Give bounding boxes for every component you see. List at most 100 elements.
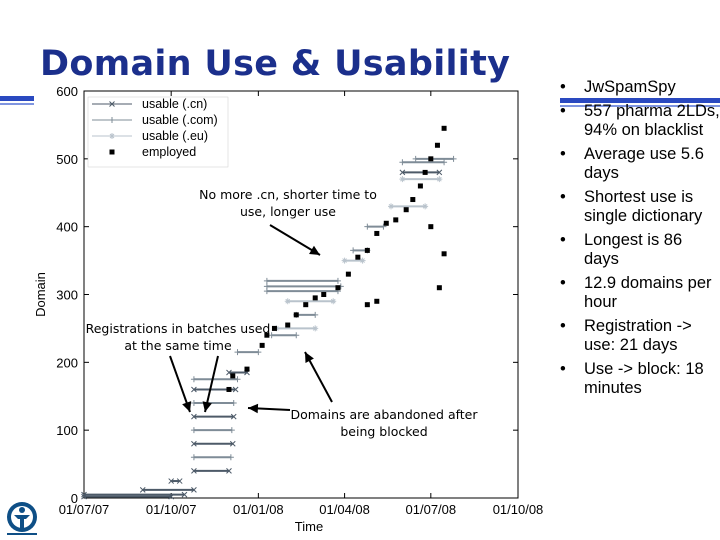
legend-marker — [109, 149, 115, 155]
series-marker — [441, 159, 448, 166]
series-marker — [380, 223, 387, 230]
annotation-arrowhead — [309, 245, 320, 255]
employed-point — [441, 125, 447, 131]
bullet-text: 12.9 domains per hour — [584, 273, 712, 312]
employed-point — [335, 285, 341, 291]
employed-point — [428, 156, 434, 162]
legend-marker — [109, 117, 115, 123]
y-tick-label: 200 — [56, 355, 78, 370]
bullet-item: • Shortest use is single dictionary — [556, 188, 720, 227]
title-rule-left — [0, 96, 34, 101]
bullet-item: • Longest is 86 days — [556, 231, 720, 270]
legend-box — [87, 96, 229, 168]
employed-point — [364, 302, 370, 308]
series-marker — [388, 203, 395, 210]
series-marker — [168, 478, 175, 484]
x-tick-label: 01/10/08 — [493, 502, 544, 517]
employed-point — [436, 285, 442, 291]
employed-point — [434, 142, 440, 148]
employed-point — [403, 207, 409, 213]
slide-title: Domain Use & Usability — [40, 44, 511, 84]
employed-point — [271, 325, 277, 331]
title-rule-right — [560, 98, 720, 103]
bullet-dot: • — [560, 359, 566, 378]
x-tick-label: 01/10/07 — [146, 502, 197, 517]
series-marker — [190, 376, 197, 383]
series-marker — [234, 349, 241, 356]
series-marker — [230, 400, 237, 407]
series-marker — [450, 155, 457, 162]
series-marker — [230, 413, 237, 420]
y-tick-label: 600 — [56, 84, 78, 99]
bullet-item: • 12.9 domains per hour — [556, 274, 720, 313]
x-tick-label: 01/07/08 — [406, 502, 457, 517]
y-tick-label: 100 — [56, 423, 78, 438]
employed-point — [417, 183, 423, 189]
series-marker — [399, 176, 406, 183]
series-marker — [229, 440, 236, 447]
bullet-item: • JwSpamSpy — [556, 78, 720, 98]
employed-point — [244, 366, 250, 372]
annotation-arrowhead — [248, 403, 259, 414]
series-marker — [191, 413, 197, 420]
domain-usage-chart: 0 100 200 300 400 500 600 01/07/07 01/10/07 01/01… — [33, 84, 544, 534]
series-marker — [190, 427, 197, 434]
x-tick-label: 01/07/07 — [59, 502, 110, 517]
series-marker — [359, 257, 366, 264]
bullet-text: Registration -> use: 21 days — [584, 316, 692, 355]
series-marker — [227, 454, 234, 461]
x-tick-label: 01/04/08 — [319, 502, 370, 517]
employed-point — [393, 217, 399, 223]
series-marker — [191, 440, 197, 447]
employed-point — [410, 197, 416, 203]
series-marker — [422, 203, 429, 210]
x-axis-label: Time — [295, 519, 323, 534]
legend-label: usable (.cn) — [142, 97, 207, 111]
university-logo-icon — [7, 502, 37, 535]
series-marker — [190, 400, 197, 407]
series-marker — [139, 487, 146, 493]
legend-label: employed — [142, 145, 196, 159]
legend-marker — [109, 133, 115, 139]
bullet-text: 557 pharma 2LDs, 94% on blacklist — [584, 101, 720, 140]
employed-point — [285, 322, 291, 328]
series-marker — [263, 283, 270, 290]
y-axis-label: Domain — [33, 272, 48, 317]
bullet-dot: • — [560, 101, 566, 120]
employed-point — [259, 342, 265, 348]
series-marker — [255, 349, 262, 356]
annotation-arrowhead — [305, 352, 314, 363]
series-marker — [334, 277, 341, 284]
annotation-cn: No more .cn, shorter time to use, longer… — [199, 187, 377, 219]
employed-point — [374, 230, 380, 236]
employed-point — [264, 332, 270, 338]
x-tick-label: 01/01/08 — [233, 502, 284, 517]
title-rule-right-thin — [560, 105, 720, 107]
annotation-abandoned: Domains are abandoned after being blocke… — [290, 407, 478, 439]
series-marker — [232, 386, 239, 393]
series-marker — [190, 454, 197, 461]
bullet-dot: • — [560, 187, 566, 206]
series-marker — [399, 169, 406, 176]
series-marker — [312, 311, 319, 318]
legend-label: usable (.com) — [142, 113, 218, 127]
series-marker — [228, 427, 235, 434]
series-marker — [81, 491, 87, 498]
bullet-list: • JwSpamSpy • 557 pharma 2LDs, 94% on black… — [556, 78, 720, 403]
employed-point — [230, 373, 236, 379]
bullet-text: JwSpamSpy — [584, 78, 676, 96]
annotation-arrowhead — [182, 401, 192, 412]
series-marker — [226, 468, 232, 474]
y-tick-label: 0 — [71, 491, 78, 506]
employed-point — [364, 247, 370, 253]
employed-point — [374, 298, 380, 304]
bullet-item: • 557 pharma 2LDs, 94% on blacklist — [556, 102, 720, 141]
series-marker — [263, 277, 270, 284]
series-marker — [191, 487, 197, 493]
employed-point — [355, 254, 361, 260]
bullet-dot: • — [560, 230, 566, 249]
series-marker — [350, 247, 357, 254]
series-marker — [341, 257, 348, 264]
employed-point — [226, 386, 232, 392]
bullet-dot: • — [560, 144, 566, 163]
